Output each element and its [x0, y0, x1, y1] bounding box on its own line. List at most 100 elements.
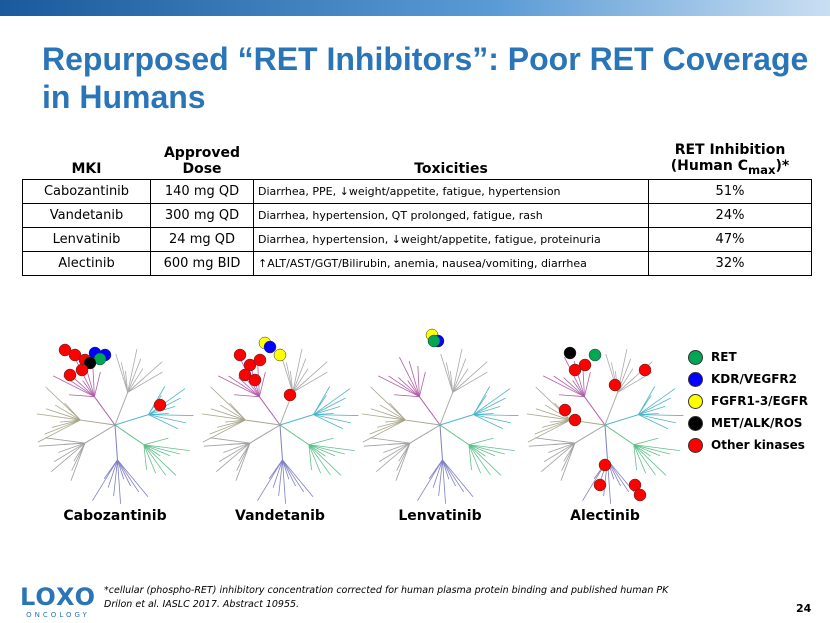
legend-label: RET [711, 350, 737, 364]
branch [143, 444, 156, 474]
branch [292, 371, 328, 393]
branch [117, 459, 140, 493]
branch [236, 442, 251, 471]
branch [272, 459, 283, 488]
branch [633, 437, 659, 446]
kinase-dot [628, 478, 642, 492]
branch [468, 437, 494, 446]
branch [405, 419, 441, 426]
branch [117, 459, 149, 498]
branch [313, 388, 351, 415]
branch [282, 459, 305, 493]
branch [45, 437, 86, 444]
branch [633, 444, 661, 457]
branch [44, 419, 81, 435]
branch [313, 395, 327, 415]
kinase-dot [153, 398, 167, 412]
branch [257, 459, 283, 501]
branch [633, 444, 646, 474]
branch [143, 444, 166, 476]
branch [638, 414, 677, 424]
branch [560, 442, 576, 481]
branch [203, 442, 251, 447]
branch [528, 442, 576, 447]
branch [313, 414, 344, 430]
branch [473, 414, 504, 430]
branch [225, 419, 246, 423]
legend-dot [688, 349, 703, 365]
branch [468, 444, 515, 451]
branch [114, 424, 118, 460]
kinase-dot [638, 363, 652, 377]
table-cell: 140 mg QD [150, 178, 254, 204]
table-cell: Diarrhea, hypertension, QT prolonged, fa… [253, 202, 649, 228]
branch [535, 408, 571, 421]
branch [361, 413, 406, 421]
footnote-line: *cellular (phospho-RET) inhibitory conce… [104, 585, 669, 596]
branch [148, 388, 186, 415]
branch [238, 377, 260, 397]
branch [94, 371, 101, 397]
kinase-dot [563, 346, 577, 360]
branch [439, 414, 474, 426]
branch [553, 375, 585, 398]
branch [473, 397, 506, 416]
branch [215, 442, 251, 472]
branch [201, 413, 246, 421]
branch [125, 370, 129, 393]
branch [604, 414, 639, 426]
header-text: )* [775, 158, 790, 174]
branch [51, 419, 81, 428]
branch [442, 459, 450, 480]
toxicity-table: MKI Approved Dose Toxicities RET Inhibiti… [22, 140, 812, 276]
branch [73, 442, 86, 462]
legend-item: Other kinases [688, 434, 808, 456]
header-cell: RET Inhibition (Human Cmax)* [649, 140, 812, 179]
branch [220, 404, 246, 421]
branch [370, 386, 406, 421]
branch [55, 404, 81, 421]
branch [582, 366, 585, 397]
branch [282, 459, 314, 498]
kinase-dot [233, 348, 247, 362]
branch [452, 371, 488, 393]
legend-dot [688, 415, 703, 431]
branch [143, 444, 190, 451]
branch [370, 408, 406, 421]
branch [308, 444, 312, 471]
branch [526, 413, 571, 421]
branch [247, 380, 260, 397]
branch [223, 442, 251, 453]
branch [398, 442, 411, 462]
header-text: Dose [182, 160, 222, 177]
branch [278, 459, 283, 497]
branch [313, 414, 359, 416]
branch [473, 414, 512, 424]
branch [127, 361, 163, 393]
branch [375, 442, 411, 472]
branch [313, 414, 352, 424]
branch [282, 459, 290, 480]
kinase-dot [558, 403, 572, 417]
branch [442, 459, 446, 504]
branch [584, 371, 591, 397]
branch [71, 442, 86, 471]
branch [617, 368, 634, 393]
branch [308, 444, 331, 476]
kinase-dot [63, 368, 77, 382]
kinase-dot [608, 378, 622, 392]
branch [217, 375, 260, 398]
top-bar [0, 0, 830, 16]
branch [638, 397, 671, 416]
branch [409, 424, 441, 444]
branch [383, 442, 411, 453]
branch [633, 444, 651, 457]
header-text: Approved [163, 144, 241, 161]
branch [543, 442, 576, 462]
branch [50, 442, 86, 472]
branch [58, 442, 86, 453]
branch [258, 396, 281, 426]
branch [308, 444, 345, 455]
